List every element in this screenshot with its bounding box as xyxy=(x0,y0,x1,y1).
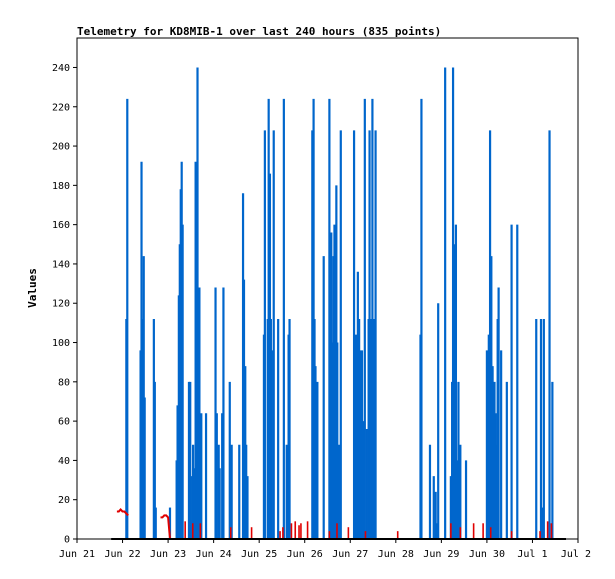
y-tick-label: 100 xyxy=(52,338,70,349)
x-tick-label: Jun 30 xyxy=(469,549,505,560)
y-axis-ticks: 0 20 40 60 80 100 120 140 160 180 200 220 240 xyxy=(52,63,77,546)
x-tick-label: Jul 1 xyxy=(517,549,547,560)
x-tick-label: Jun 27 xyxy=(332,549,368,560)
x-tick-label: Jun 28 xyxy=(378,549,414,560)
x-axis-ticks: Jun 21 Jun 22 Jun 23 Jun 24 Jun 25 Jun 26 Jun … xyxy=(59,539,591,560)
y-tick-label: 140 xyxy=(52,259,70,270)
x-tick-label: Jul 2 xyxy=(561,549,591,560)
y-tick-label: 220 xyxy=(52,102,70,113)
x-tick-label: Jun 22 xyxy=(104,549,140,560)
y-tick-label: 160 xyxy=(52,220,70,231)
x-tick-label: Jun 26 xyxy=(287,549,323,560)
y-axis-label: Values xyxy=(26,268,39,308)
y-tick-label: 120 xyxy=(52,299,70,310)
red-series xyxy=(116,508,553,540)
y-tick-label: 40 xyxy=(58,456,70,467)
y-tick-label: 240 xyxy=(52,63,70,74)
y-tick-label: 200 xyxy=(52,142,70,153)
y-tick-label: 0 xyxy=(64,535,70,546)
x-tick-label: Jun 29 xyxy=(423,549,459,560)
plot-area-frame xyxy=(76,37,579,540)
x-tick-label: Jun 23 xyxy=(150,549,186,560)
y-tick-label: 180 xyxy=(52,181,70,192)
chart-title: Telemetry for KD8MIB-1 over last 240 hou… xyxy=(77,25,441,38)
y-tick-label: 80 xyxy=(58,377,70,388)
value-bars xyxy=(125,67,554,539)
x-tick-label: Jun 21 xyxy=(59,549,95,560)
x-tick-label: Jun 24 xyxy=(196,549,232,560)
line-series-2 xyxy=(160,514,171,540)
y-tick-label: 60 xyxy=(58,417,70,428)
x-tick-label: Jun 25 xyxy=(241,549,277,560)
y-tick-label: 20 xyxy=(58,495,70,506)
line-series-1 xyxy=(116,508,129,517)
